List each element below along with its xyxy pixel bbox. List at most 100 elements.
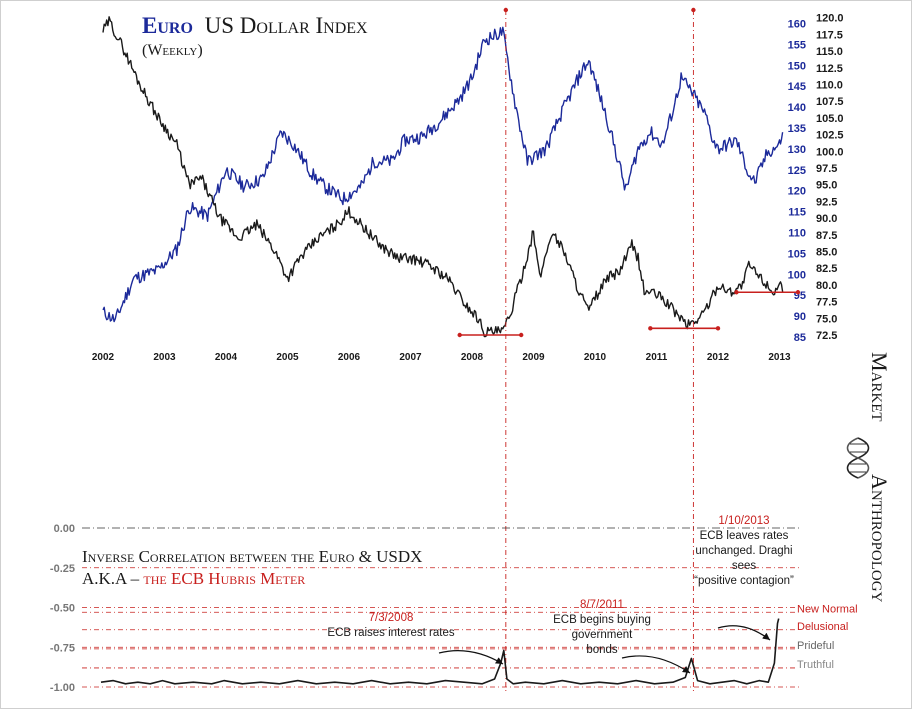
correlation-title: Inverse Correlation between the Euro & U… [82,547,422,566]
level-label-bg [795,618,861,633]
usdx-axis-tick: 107.5 [816,96,844,108]
annotation-text: government [572,629,634,641]
x-tick-label: 2013 [768,352,791,363]
euro-axis-tick: 160 [788,19,806,31]
x-tick-label: 2002 [92,352,115,363]
x-tick-label: 2005 [276,352,299,363]
level-label: Delusional [797,621,848,633]
usdx-axis-tick: 85.0 [816,247,837,259]
correlation-axis-tick: 0.00 [54,523,75,535]
x-tick-label: 2004 [215,352,238,363]
usdx-axis-tick: 117.5 [816,29,843,41]
dna-helix-icon [846,437,870,479]
usdx-axis-tick: 82.5 [816,263,837,275]
euro-axis-tick: 105 [788,248,806,260]
usdx-axis-tick: 97.5 [816,163,837,175]
euro-axis-tick: 130 [788,144,806,156]
level-label-bg [795,637,861,652]
usdx-axis-tick: 102.5 [816,130,844,142]
support-line-start-dot [457,332,462,338]
x-tick-label: 2012 [707,352,730,363]
usdx-axis-tick: 77.5 [816,297,837,309]
annotation-date: 8/7/2011 [580,599,624,611]
annotation-text: sees [732,560,757,572]
chart-title-euro: Euro [142,13,193,38]
chart-subtitle: (Weekly) [142,42,203,59]
annotation-text: ECB leaves rates [700,530,789,542]
annotation-text: ECB begins buying [553,614,651,626]
euro-axis-tick: 120 [788,186,806,198]
level-label-bg [795,601,861,616]
usdx-axis-tick: 100.0 [816,146,844,158]
euro-axis-tick: 135 [788,123,806,135]
usdx-axis-tick: 90.0 [816,213,837,225]
usdx-axis-tick: 95.0 [816,180,837,192]
euro-axis-tick: 110 [788,228,806,240]
euro-axis-tick: 100 [788,269,806,281]
correlation-subtitle: A.K.A – the ECB Hubris Meter [82,569,305,588]
support-line-start-dot [734,290,739,295]
x-tick-label: 2007 [399,352,422,363]
level-label-bg [795,656,861,671]
level-label: Truthful [797,659,834,671]
x-tick-label: 2010 [584,352,607,363]
level-label: Prideful [797,640,834,652]
correlation-axis-tick: -1.00 [50,682,75,694]
usdx-axis-tick: 72.5 [816,330,837,342]
annotation-text: bonds [586,644,618,656]
usdx-series-line [102,16,784,338]
euro-axis-tick: 115 [788,207,806,219]
top-chart: 2002 2003 2004 2005 2006 2007 2008 2009 2010 2011… [92,7,844,693]
brand-word-anthropology: Anthropology [867,474,892,603]
usdx-axis-tick: 105.0 [816,113,844,125]
annotation-text: ECB raises interest rates [327,627,454,639]
bottom-chart: 0.00 -0.25 -0.50 -0.75 -1.00 New Normal Delusi… [50,515,862,694]
brand-word-market: Market [867,352,892,422]
correlation-subtitle-red: the ECB Hubris Meter [143,569,305,588]
x-tick-label: 2003 [153,352,176,363]
euro-axis-tick: 145 [788,81,806,93]
annotation-arrow [621,655,691,674]
euro-axis-tick: 90 [794,311,806,323]
usdx-axis-tick: 80.0 [816,280,837,292]
usdx-axis-tick: 120.0 [816,13,844,25]
level-label: New Normal [797,603,858,615]
usdx-axis-tick: 87.5 [816,230,837,242]
usdx-axis-tick: 75.0 [816,313,837,325]
euro-axis-tick: 125 [788,165,806,177]
usdx-axis-tick: 92.5 [816,196,837,208]
usdx-axis-tick: 115.0 [816,46,843,58]
euro-axis-tick: 140 [788,102,806,114]
euro-series-line [102,26,784,323]
support-line-start-dot [648,326,653,331]
euro-axis-tick: 150 [788,60,806,72]
x-tick-label: 2011 [646,352,668,363]
event-line-dot [503,7,509,13]
annotation-date: 7/3/2008 [369,612,414,624]
support-line-end-dot [519,332,524,338]
x-tick-label: 2006 [338,352,361,363]
annotation-arrow [717,625,771,641]
euro-axis-tick: 155 [788,39,806,51]
correlation-subtitle-prefix: A.K.A – [82,569,143,588]
support-line-end-dot [795,290,801,295]
annotation-date: 1/10/2013 [718,515,769,527]
chart-title: Euro US Dollar Index [142,13,368,38]
event-line-dot [691,7,696,13]
annotation-text: “positive contagion” [694,575,794,587]
correlation-axis-tick: -0.75 [50,642,75,654]
correlation-axis-tick: -0.50 [50,603,75,615]
x-tick-label: 2009 [522,352,545,363]
support-line-end-dot [715,326,721,331]
x-tick-label: 2008 [461,352,484,363]
correlation-axis-tick: -0.25 [50,563,75,575]
usdx-axis-tick: 110.0 [816,80,843,92]
correlation-series-line [100,618,780,685]
annotation-arrow [438,650,504,665]
annotation-text: unchanged. Draghi [695,545,792,557]
chart-title-usdx: US Dollar Index [205,13,368,38]
euro-axis-tick: 85 [794,332,806,344]
usdx-axis-tick: 112.5 [816,63,843,75]
